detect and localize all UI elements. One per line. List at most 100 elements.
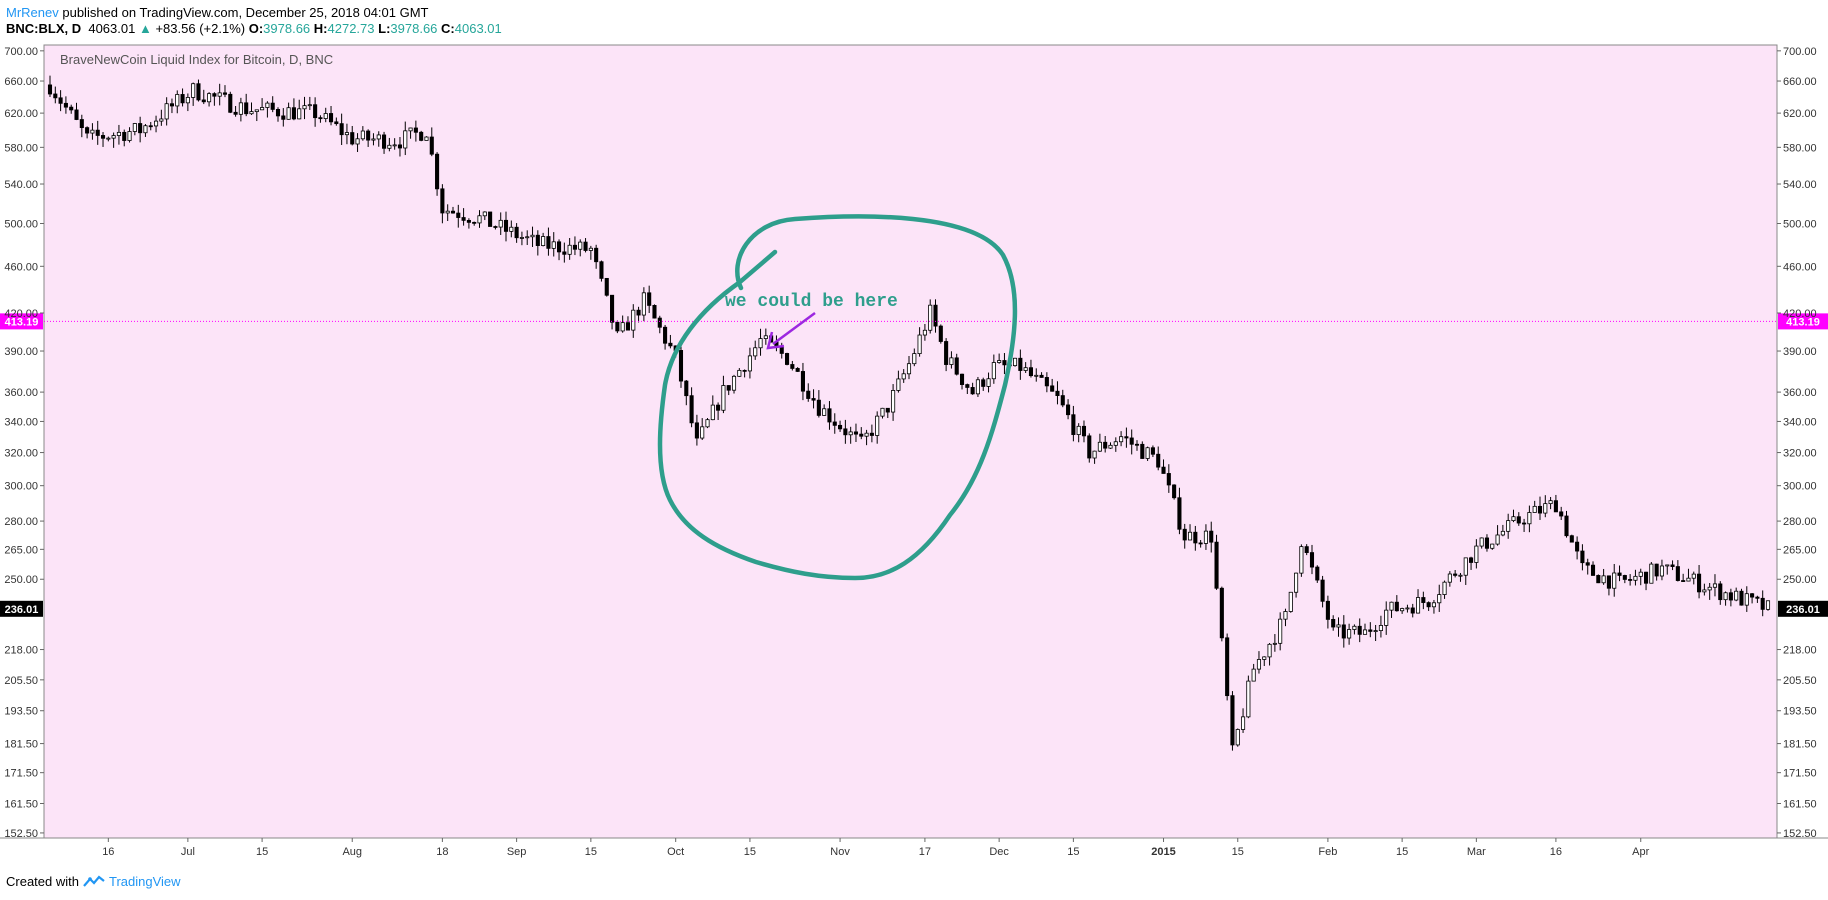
close-value: 4063.01	[454, 21, 502, 36]
candle-body	[509, 226, 514, 232]
candle-body	[339, 123, 344, 136]
candle-body	[1389, 601, 1394, 611]
right-axis-label: 460.00	[1783, 261, 1817, 273]
candle-body	[1235, 729, 1240, 746]
candle-body	[1018, 357, 1023, 371]
candle-body	[1071, 414, 1076, 435]
footer: Created with TradingView	[6, 874, 181, 889]
right-axis-label: 580.00	[1783, 142, 1817, 154]
candle-body	[928, 304, 933, 331]
published-text: published on TradingView.com, December 2…	[58, 5, 429, 20]
candle-body	[742, 369, 747, 372]
candle-body	[975, 379, 980, 395]
candle-body	[207, 93, 212, 103]
left-axis-label: 460.00	[4, 261, 38, 273]
right-axis-label: 300.00	[1783, 481, 1817, 493]
plot-area[interactable]	[43, 44, 1778, 839]
candle-body	[1166, 473, 1171, 486]
candle-body	[737, 369, 742, 377]
candle-body	[1421, 597, 1426, 603]
candle-body	[604, 277, 609, 296]
right-axis-label: 152.50	[1783, 828, 1817, 840]
candle-body	[1278, 618, 1283, 644]
candle-body	[1712, 583, 1718, 588]
candle-body	[535, 234, 540, 246]
candle-body	[906, 363, 912, 375]
author-link[interactable]: MrRenev	[6, 5, 59, 20]
candle-body	[1299, 546, 1304, 574]
tradingview-link[interactable]: TradingView	[108, 874, 181, 889]
candle-body	[1076, 425, 1081, 435]
right-axis-label: 420.00	[1783, 308, 1817, 320]
candle-body	[498, 219, 503, 228]
candle-body	[212, 93, 217, 97]
candle-body	[1087, 435, 1092, 459]
candle-body	[731, 375, 737, 391]
candle-body	[413, 127, 418, 133]
candle-body	[625, 322, 631, 331]
left-axis-label: 540.00	[4, 179, 38, 191]
candle-body	[1479, 537, 1484, 547]
candle-body	[1506, 520, 1511, 532]
candle-body	[1209, 530, 1214, 543]
candle-body	[1580, 550, 1585, 564]
candle-body	[95, 129, 100, 136]
candle-body	[721, 385, 726, 411]
candle-body	[1400, 608, 1405, 612]
time-axis-label: 15	[1232, 846, 1244, 858]
candle-body	[244, 102, 249, 115]
candle-body	[175, 94, 180, 107]
candle-body	[1575, 541, 1580, 552]
candle-body	[838, 424, 843, 430]
candle-body	[896, 378, 901, 391]
open-label: O:	[248, 21, 264, 36]
candle-body	[1246, 680, 1251, 718]
candle-body	[556, 241, 562, 253]
candle-body	[1442, 581, 1447, 595]
candle-body	[47, 84, 53, 95]
candle-body	[981, 379, 986, 387]
candle-body	[154, 120, 159, 127]
candle-body	[445, 210, 450, 214]
candle-body	[519, 237, 524, 239]
candle-body	[191, 83, 196, 98]
left-axis-label: 700.00	[4, 46, 38, 58]
candle-body	[1134, 443, 1140, 446]
candle-body	[869, 432, 874, 436]
candle-body	[763, 335, 768, 339]
candle-body	[689, 395, 694, 424]
left-axis-label: 360.00	[4, 387, 38, 399]
annotation-ellipse	[657, 214, 1018, 581]
candle-body	[1734, 590, 1739, 601]
candle-body	[1511, 516, 1516, 522]
candle-body	[1569, 535, 1574, 543]
candle-body	[1161, 466, 1166, 474]
candle-body	[1352, 625, 1357, 630]
candle-body	[376, 134, 381, 140]
candle-body	[111, 135, 116, 139]
chart-title: BraveNewCoin Liquid Index for Bitcoin, D…	[60, 52, 333, 67]
right-last-price-badge	[1778, 600, 1828, 617]
candle-body	[726, 385, 731, 391]
candle-body	[1251, 668, 1256, 682]
candle-body	[1628, 579, 1633, 581]
candle-body	[249, 111, 254, 115]
candle-body	[138, 123, 143, 134]
candle-body	[1309, 552, 1315, 568]
candle-body	[880, 407, 885, 417]
candle-body	[610, 294, 615, 323]
candle-body	[827, 408, 832, 423]
candle-body	[387, 144, 392, 149]
right-axis-label: 540.00	[1783, 179, 1817, 191]
candle-body	[636, 309, 641, 316]
right-axis-label: 205.50	[1783, 675, 1817, 687]
candle-body	[403, 130, 408, 149]
right-axis-label: 265.00	[1783, 544, 1817, 556]
right-price-line-badge	[1778, 313, 1828, 330]
candle-body	[74, 109, 79, 120]
candle-body	[217, 92, 222, 97]
left-axis-label: 181.50	[4, 739, 38, 751]
candle-body	[588, 247, 593, 251]
candle-body	[599, 261, 604, 279]
